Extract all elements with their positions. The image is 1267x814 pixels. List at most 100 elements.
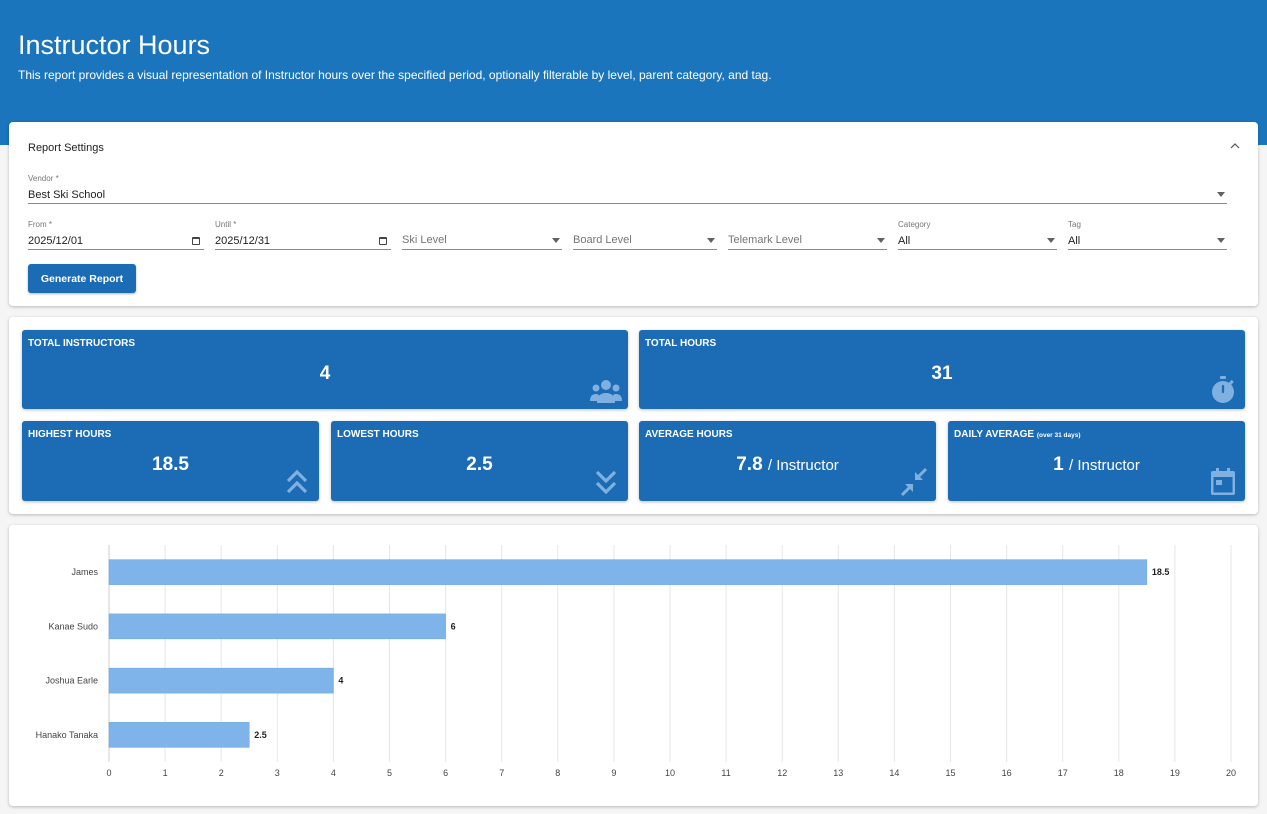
x-tick-label: 8 bbox=[555, 768, 560, 778]
compress-arrows-icon bbox=[900, 467, 928, 497]
instructor-hours-chart: 0 1 2 3 4 5 6 7 8 9 10 11 12 13 14 15 16 17 18 19 20 James 18.… bbox=[9, 525, 1258, 806]
timer-icon bbox=[1212, 376, 1234, 403]
tile-title: AVERAGE HOURS bbox=[645, 429, 733, 440]
category-select[interactable]: Category All bbox=[898, 220, 1057, 250]
telemark-level-select[interactable]: Telemark Level bbox=[728, 220, 887, 250]
bar-value-label: 6 bbox=[451, 621, 456, 631]
highest-hours-tile: HIGHEST HOURS 18.5 bbox=[22, 421, 319, 501]
bar-value-label: 18.5 bbox=[1152, 567, 1170, 577]
total-instructors-value: 4 bbox=[319, 363, 331, 384]
x-tick-label: 13 bbox=[833, 768, 843, 778]
bar bbox=[108, 559, 1148, 585]
lowest-hours-value: 2.5 bbox=[466, 454, 493, 475]
tile-title: TOTAL INSTRUCTORS bbox=[28, 338, 136, 349]
x-tick-label: 4 bbox=[331, 768, 336, 778]
daily-average-unit: / Instructor bbox=[1069, 457, 1140, 474]
double-chevron-up-icon bbox=[286, 469, 308, 494]
x-tick-label: 11 bbox=[721, 768, 730, 778]
page-title: Instructor Hours bbox=[18, 30, 211, 60]
from-value: 2025/12/01 bbox=[28, 235, 84, 247]
total-instructors-tile: TOTAL INSTRUCTORS 4 bbox=[22, 330, 628, 409]
average-hours-value: 7.8 / Instructor bbox=[639, 454, 936, 476]
tile-title: TOTAL HOURS bbox=[645, 338, 717, 349]
average-hours-unit: / Instructor bbox=[767, 457, 839, 474]
until-label: Until * bbox=[215, 220, 237, 229]
chevron-up-icon[interactable] bbox=[1230, 138, 1240, 152]
double-chevron-down-icon bbox=[595, 470, 617, 495]
daily-average-number: 1 bbox=[1053, 454, 1064, 475]
board-level-placeholder: Board Level bbox=[573, 234, 632, 246]
bar-value-label: 2.5 bbox=[254, 730, 267, 740]
tile-title: DAILY AVERAGE (over 31 days) bbox=[954, 429, 1081, 440]
x-tick-label: 12 bbox=[777, 768, 787, 778]
x-tick-label: 3 bbox=[275, 768, 280, 778]
vendor-value: Best Ski School bbox=[28, 189, 106, 201]
until-date-field[interactable]: Until * 2025/12/31 bbox=[215, 220, 391, 250]
report-settings-title: Report Settings bbox=[28, 142, 104, 154]
x-tick-label: 2 bbox=[219, 768, 224, 778]
tile-title: HIGHEST HOURS bbox=[28, 429, 112, 440]
bar bbox=[108, 667, 334, 694]
tag-label: Tag bbox=[1068, 220, 1081, 229]
vendor-select[interactable]: Vendor * Best Ski School bbox=[28, 174, 1227, 204]
x-tick-label: 1 bbox=[163, 768, 168, 778]
average-hours-tile: AVERAGE HOURS 7.8 / Instructor bbox=[639, 421, 936, 501]
x-tick-label: 15 bbox=[945, 768, 955, 778]
daily-average-title: DAILY AVERAGE bbox=[954, 429, 1035, 440]
ski-level-select[interactable]: Ski Level bbox=[402, 220, 562, 250]
dropdown-arrow-icon bbox=[707, 238, 715, 243]
x-tick-label: 20 bbox=[1226, 768, 1236, 778]
bar-value-label: 4 bbox=[338, 676, 343, 686]
category-label: Hanako Tanaka bbox=[36, 730, 98, 740]
from-label: From * bbox=[28, 220, 52, 229]
ski-level-placeholder: Ski Level bbox=[402, 234, 447, 246]
x-tick-label: 5 bbox=[387, 768, 392, 778]
x-tick-label: 18 bbox=[1114, 768, 1124, 778]
total-hours-value: 31 bbox=[931, 363, 953, 384]
x-tick-label: 7 bbox=[499, 768, 504, 778]
calendar-icon[interactable] bbox=[192, 237, 200, 245]
stats-panel: TOTAL INSTRUCTORS 4 TOTAL HOURS 31 HIGHE… bbox=[9, 317, 1258, 514]
x-tick-label: 9 bbox=[611, 768, 616, 778]
until-value: 2025/12/31 bbox=[215, 235, 271, 247]
vendor-label: Vendor * bbox=[28, 174, 59, 183]
x-tick-label: 6 bbox=[443, 768, 448, 778]
generate-report-button[interactable]: Generate Report bbox=[28, 264, 136, 293]
dropdown-arrow-icon bbox=[1047, 238, 1055, 243]
daily-average-value: 1 / Instructor bbox=[948, 454, 1245, 476]
category-label: James bbox=[71, 567, 98, 577]
highest-hours-value: 18.5 bbox=[152, 454, 189, 475]
category-value: All bbox=[898, 235, 911, 247]
x-tick-label: 10 bbox=[665, 768, 675, 778]
dropdown-arrow-icon bbox=[1217, 192, 1225, 197]
group-icon bbox=[590, 380, 622, 403]
telemark-level-placeholder: Telemark Level bbox=[728, 234, 802, 246]
x-tick-label: 14 bbox=[889, 768, 899, 778]
dropdown-arrow-icon bbox=[1217, 238, 1225, 243]
calendar-icon[interactable] bbox=[379, 237, 387, 245]
bar bbox=[108, 722, 250, 748]
calendar-icon bbox=[1211, 468, 1235, 495]
daily-average-note: (over 31 days) bbox=[1036, 432, 1081, 439]
report-settings-panel: Report Settings Vendor * Best Ski School… bbox=[9, 122, 1258, 306]
board-level-select[interactable]: Board Level bbox=[573, 220, 717, 250]
lowest-hours-tile: LOWEST HOURS 2.5 bbox=[331, 421, 628, 501]
dropdown-arrow-icon bbox=[552, 238, 560, 243]
from-date-field[interactable]: From * 2025/12/01 bbox=[28, 220, 204, 250]
page-subtitle: This report provides a visual representa… bbox=[18, 68, 772, 82]
tag-value: All bbox=[1068, 235, 1081, 247]
tile-title: LOWEST HOURS bbox=[337, 429, 419, 440]
page-header: Instructor Hours This report provides a … bbox=[0, 0, 1267, 145]
x-tick-label: 19 bbox=[1170, 768, 1180, 778]
category-label: Kanae Sudo bbox=[48, 621, 98, 631]
category-label: Joshua Earle bbox=[45, 676, 98, 686]
bar bbox=[108, 613, 446, 640]
x-tick-label: 17 bbox=[1058, 768, 1068, 778]
dropdown-arrow-icon bbox=[877, 238, 885, 243]
tag-select[interactable]: Tag All bbox=[1068, 220, 1227, 250]
daily-average-tile: DAILY AVERAGE (over 31 days) 1 / Instruc… bbox=[948, 421, 1245, 501]
average-hours-number: 7.8 bbox=[736, 454, 763, 475]
total-hours-tile: TOTAL HOURS 31 bbox=[639, 330, 1245, 409]
x-tick-label: 16 bbox=[1002, 768, 1012, 778]
